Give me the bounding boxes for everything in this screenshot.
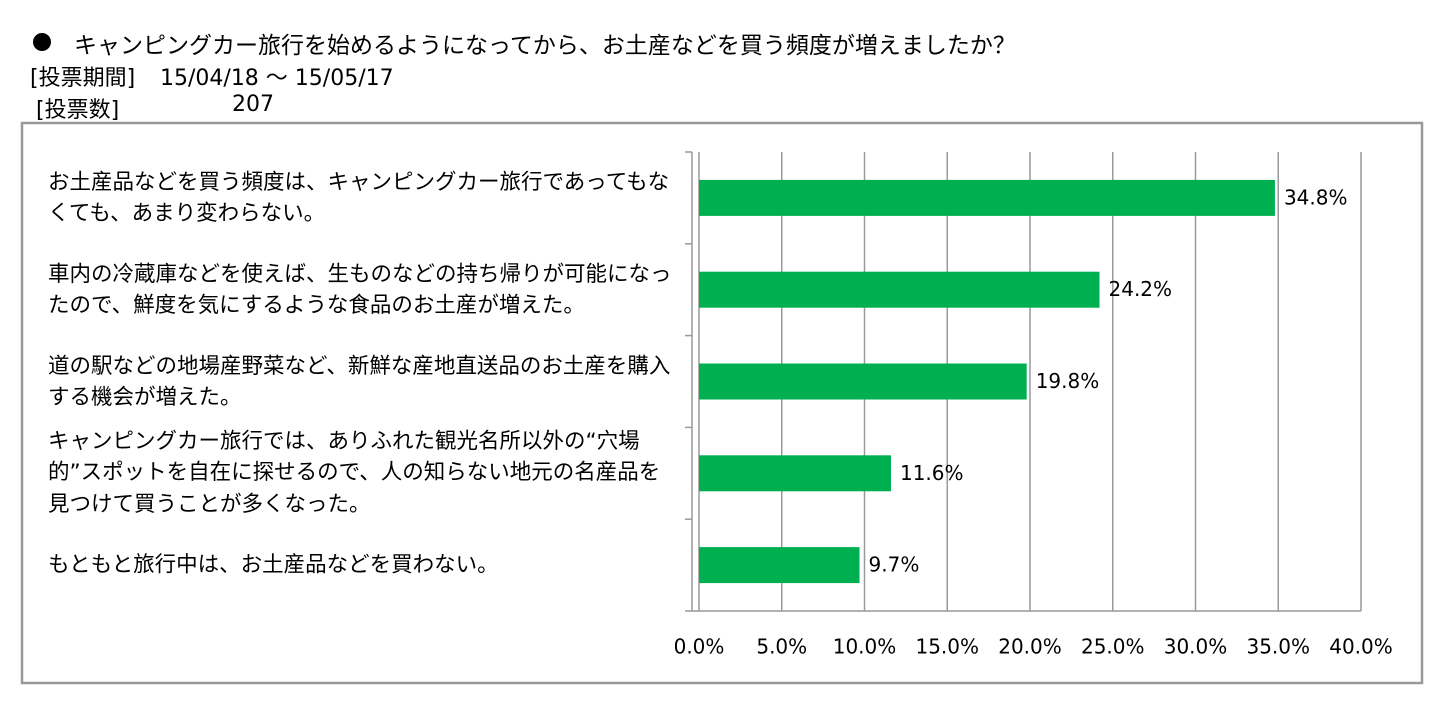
x-tick-label: 5.0%	[756, 635, 807, 659]
category-label: お土産品などを買う頻度は、キャンピングカー旅行であってもなくても、あまり変わらな…	[48, 169, 670, 226]
bar	[699, 363, 1027, 400]
category-label: 車内の冷蔵庫などを使えば、生ものなどの持ち帰りが可能になったので、鮮度を気にする…	[48, 261, 672, 318]
x-tick-label: 10.0%	[833, 635, 897, 659]
value-label: 24.2%	[1109, 277, 1173, 301]
x-tick-label: 20.0%	[998, 635, 1062, 659]
chart-frame	[20, 121, 1424, 685]
period-label: [投票期間]	[30, 66, 136, 91]
x-tick-label: 40.0%	[1329, 635, 1393, 659]
x-tick-label: 30.0%	[1164, 635, 1228, 659]
votes-label: [投票数]	[36, 98, 120, 123]
category-label: 道の駅などの地場産野菜など、新鮮な産地直送品のお土産を購入する機会が増えた。	[48, 353, 671, 410]
bar	[699, 179, 1275, 216]
value-label: 34.8%	[1284, 185, 1348, 209]
bar	[699, 271, 1100, 308]
bullet	[33, 33, 51, 51]
value-label: 19.8%	[1036, 369, 1100, 393]
x-tick-label: 25.0%	[1081, 635, 1145, 659]
x-tick-label: 15.0%	[915, 635, 979, 659]
period: 15/04/18 ～ 15/05/17	[160, 66, 394, 91]
x-tick-label: 0.0%	[674, 635, 725, 659]
category-label: もともと旅行中は、お土産品などを買わない。	[48, 552, 499, 578]
votes: 207	[232, 92, 274, 117]
value-label: 11.6%	[900, 461, 964, 485]
bar	[699, 455, 891, 492]
chart-title: キャンピングカー旅行を始めるようになってから、お土産などを買う頻度が増えましたか…	[74, 33, 1016, 59]
value-label: 9.7%	[869, 553, 920, 577]
x-tick-label: 35.0%	[1246, 635, 1310, 659]
category-label: キャンピングカー旅行では、ありふれた観光名所以外の“穴場的”スポットを自在に探せ…	[48, 429, 661, 517]
bar	[699, 547, 860, 584]
